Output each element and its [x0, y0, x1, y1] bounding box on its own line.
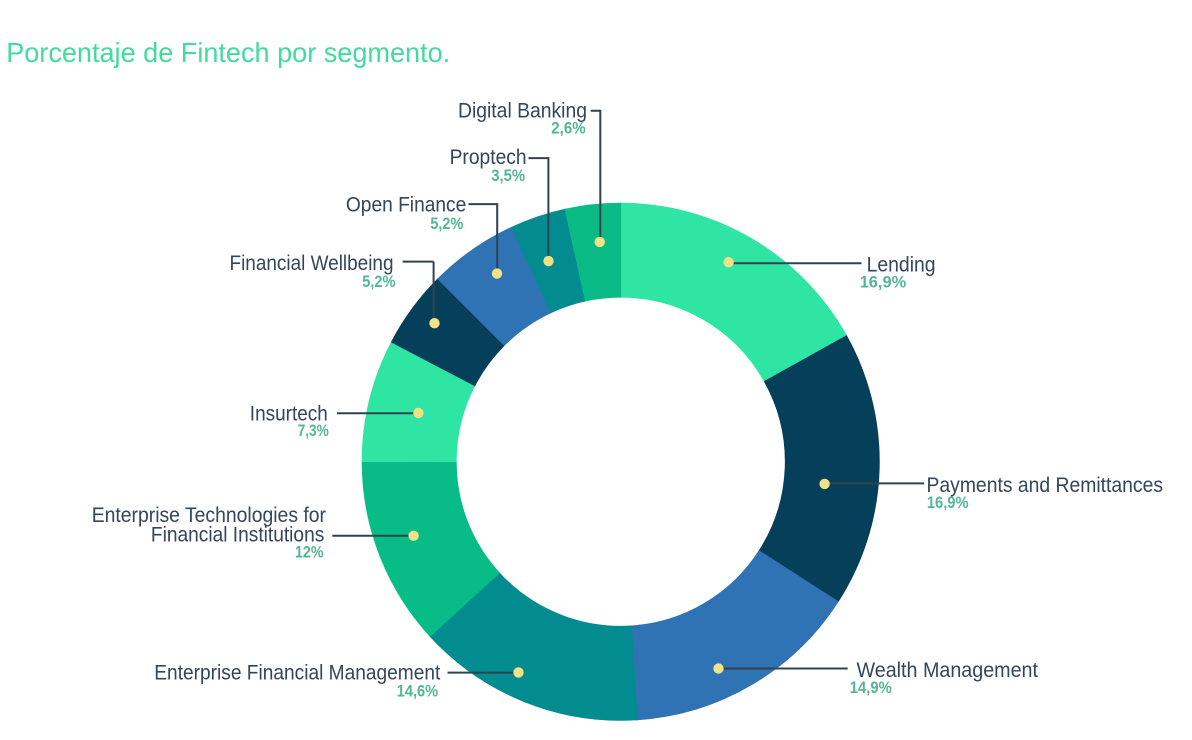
svg-text:5,2%: 5,2% — [362, 273, 396, 291]
svg-text:12%: 12% — [295, 544, 324, 562]
svg-text:16,9%: 16,9% — [927, 494, 969, 512]
svg-text:Lending: Lending — [867, 254, 936, 277]
svg-text:Open Finance: Open Finance — [346, 194, 466, 217]
svg-text:14,6%: 14,6% — [397, 682, 439, 700]
svg-text:5,2%: 5,2% — [430, 215, 463, 233]
svg-text:Financial Institutions: Financial Institutions — [151, 524, 324, 547]
svg-text:2,6%: 2,6% — [551, 120, 586, 138]
svg-text:3,5%: 3,5% — [491, 167, 525, 185]
svg-text:Enterprise Technologies for: Enterprise Technologies for — [92, 504, 326, 527]
svg-text:Enterprise Financial Managemen: Enterprise Financial Management — [154, 661, 440, 684]
svg-text:Digital Banking: Digital Banking — [458, 99, 587, 122]
svg-text:16,9%: 16,9% — [860, 273, 907, 291]
svg-text:Insurtech: Insurtech — [250, 403, 328, 426]
svg-text:7,3%: 7,3% — [298, 422, 330, 440]
svg-text:Wealth Management: Wealth Management — [857, 659, 1039, 682]
svg-text:Financial Wellbeing: Financial Wellbeing — [230, 252, 394, 275]
svg-text:Payments and Remittances: Payments and Remittances — [927, 474, 1164, 497]
svg-text:Proptech: Proptech — [450, 146, 527, 169]
svg-text:Porcentaje de Fintech por segm: Porcentaje de Fintech por segmento. — [6, 37, 450, 68]
svg-text:14,9%: 14,9% — [850, 679, 892, 697]
